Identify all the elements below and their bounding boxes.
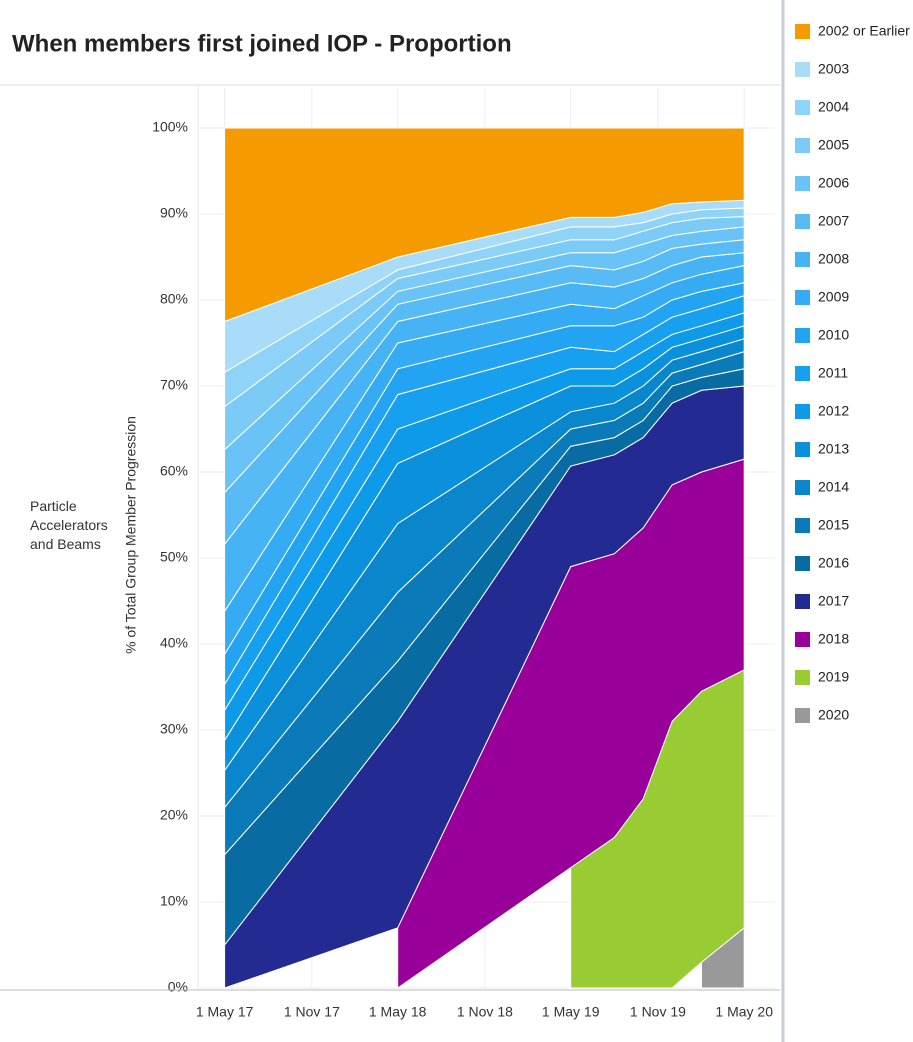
legend-label: 2011 <box>818 365 848 381</box>
legend-label: 2008 <box>818 251 849 267</box>
legend-swatch <box>795 518 810 533</box>
x-tick-label: 1 May 17 <box>196 1004 254 1020</box>
x-tick-label: 1 Nov 19 <box>630 1004 686 1020</box>
legend-swatch <box>795 252 810 267</box>
legend-swatch <box>795 442 810 457</box>
legend-label: 2002 or Earlier <box>818 23 910 39</box>
y-tick-label: 20% <box>160 807 188 823</box>
legend-label: 2016 <box>818 555 849 571</box>
legend-swatch <box>795 24 810 39</box>
area <box>224 127 745 323</box>
x-tick-label: 1 Nov 18 <box>457 1004 513 1020</box>
legend-swatch <box>795 594 810 609</box>
legend-swatch <box>795 100 810 115</box>
y-tick-label: 0% <box>168 979 188 995</box>
legend-swatch <box>795 214 810 229</box>
legend-swatch <box>795 632 810 647</box>
y-tick-label: 10% <box>160 893 188 909</box>
y-axis-label: % of Total Group Member Progression <box>123 416 139 654</box>
x-tick-label: 1 May 19 <box>542 1004 600 1020</box>
legend-label: 2017 <box>818 593 849 609</box>
legend-label: 2010 <box>818 327 849 343</box>
legend-swatch <box>795 290 810 305</box>
legend-swatch <box>795 328 810 343</box>
legend-swatch <box>795 404 810 419</box>
x-tick-label: 1 Nov 17 <box>284 1004 340 1020</box>
y-tick-label: 50% <box>160 549 188 565</box>
chart-title: When members first joined IOP - Proporti… <box>12 30 512 57</box>
legend-label: 2006 <box>818 175 849 191</box>
row-label: Particle Accelerators and Beams <box>30 498 108 552</box>
legend-swatch <box>795 480 810 495</box>
legend-label: 2009 <box>818 289 849 305</box>
legend-label: 2020 <box>818 707 849 723</box>
legend-label: 2012 <box>818 403 849 419</box>
legend-label: 2019 <box>818 669 849 685</box>
legend-swatch <box>795 366 810 381</box>
legend-label: 2015 <box>818 517 849 533</box>
x-tick-label: 1 May 18 <box>369 1004 427 1020</box>
legend-label: 2005 <box>818 137 849 153</box>
y-tick-label: 40% <box>160 635 188 651</box>
y-tick-label: 70% <box>160 377 188 393</box>
legend-label: 2003 <box>818 61 849 77</box>
legend-label: 2018 <box>818 631 849 647</box>
legend-swatch <box>795 556 810 571</box>
legend-label: 2014 <box>818 479 849 495</box>
y-tick-label: 90% <box>160 205 188 221</box>
legend-label: 2004 <box>818 99 849 115</box>
legend-swatch <box>795 708 810 723</box>
y-tick-label: 30% <box>160 721 188 737</box>
y-tick-label: 60% <box>160 463 188 479</box>
legend-label: 2007 <box>818 213 849 229</box>
legend-swatch <box>795 176 810 191</box>
legend-swatch <box>795 138 810 153</box>
legend-swatch <box>795 62 810 77</box>
legend-label: 2013 <box>818 441 849 457</box>
y-tick-label: 80% <box>160 291 188 307</box>
legend-swatch <box>795 670 810 685</box>
x-tick-label: 1 May 20 <box>715 1004 773 1020</box>
y-tick-label: 100% <box>152 119 188 135</box>
